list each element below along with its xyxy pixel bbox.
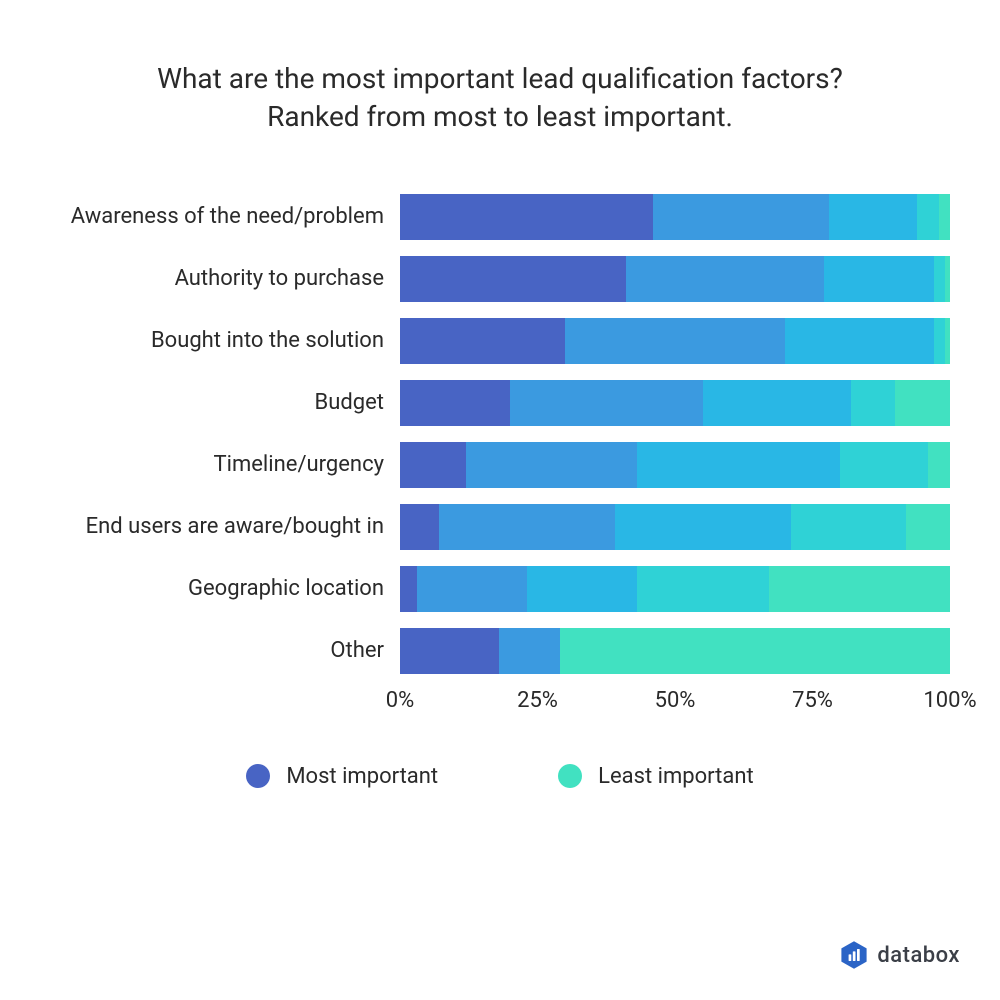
- bar-row: [400, 434, 950, 496]
- bar-segment: [653, 194, 829, 240]
- x-axis-tick: 0%: [386, 688, 414, 713]
- bar-row: [400, 186, 950, 248]
- bars-column: 0%25%50%75%100%: [400, 186, 950, 724]
- bar-segment: [824, 256, 934, 302]
- stacked-bar: [400, 256, 950, 302]
- x-axis-tick: 50%: [655, 688, 696, 713]
- bar-segment: [895, 380, 950, 426]
- bar-segment: [400, 256, 626, 302]
- chart-title: What are the most important lead qualifi…: [90, 60, 910, 136]
- bar-segment: [499, 628, 560, 674]
- x-axis: 0%25%50%75%100%: [400, 684, 950, 724]
- brand-logo: databox: [839, 940, 960, 970]
- bar-segment: [400, 566, 417, 612]
- legend-dot-most: [246, 764, 270, 788]
- category-label: Geographic location: [30, 576, 400, 601]
- bar-segment: [637, 566, 769, 612]
- bar-segment: [906, 504, 950, 550]
- category-label: End users are aware/bought in: [30, 514, 400, 539]
- legend-item-most: Most important: [246, 764, 438, 789]
- bar-segment: [840, 442, 928, 488]
- category-label-row: Budget: [30, 372, 400, 434]
- bar-segment: [400, 380, 510, 426]
- category-label-row: Geographic location: [30, 558, 400, 620]
- bar-row: [400, 620, 950, 682]
- bar-segment: [934, 318, 945, 364]
- category-label-row: Awareness of the need/problem: [30, 186, 400, 248]
- chart-area: Awareness of the need/problem Authority t…: [30, 186, 970, 724]
- chart-container: What are the most important lead qualifi…: [0, 0, 1000, 789]
- category-labels-column: Awareness of the need/problem Authority t…: [30, 186, 400, 724]
- category-label-row: Bought into the solution: [30, 310, 400, 372]
- legend-label-least: Least important: [598, 764, 754, 789]
- category-label-row: Other: [30, 620, 400, 682]
- bar-segment: [928, 442, 950, 488]
- category-label-row: Authority to purchase: [30, 248, 400, 310]
- bar-segment: [939, 194, 950, 240]
- bar-segment: [400, 504, 439, 550]
- bar-segment: [791, 504, 907, 550]
- x-axis-tick: 25%: [517, 688, 558, 713]
- category-label: Timeline/urgency: [30, 452, 400, 477]
- bar-segment: [785, 318, 934, 364]
- legend: Most important Least important: [30, 764, 970, 789]
- bar-segment: [400, 628, 499, 674]
- title-line-2: Ranked from most to least important.: [267, 100, 733, 133]
- category-label: Authority to purchase: [30, 266, 400, 291]
- category-label: Other: [30, 638, 400, 663]
- category-label: Bought into the solution: [30, 328, 400, 353]
- bars-stack: [400, 186, 950, 682]
- stacked-bar: [400, 194, 950, 240]
- bar-segment: [560, 628, 951, 674]
- bar-segment: [439, 504, 615, 550]
- bar-segment: [510, 380, 703, 426]
- category-label: Awareness of the need/problem: [30, 204, 400, 229]
- legend-label-most: Most important: [286, 764, 438, 789]
- title-line-1: What are the most important lead qualifi…: [157, 62, 843, 95]
- legend-dot-least: [558, 764, 582, 788]
- bar-row: [400, 496, 950, 558]
- category-label: Budget: [30, 390, 400, 415]
- bar-segment: [945, 318, 951, 364]
- stacked-bar: [400, 380, 950, 426]
- bar-segment: [829, 194, 917, 240]
- bar-segment: [615, 504, 791, 550]
- x-axis-tick: 100%: [923, 688, 976, 713]
- stacked-bar: [400, 442, 950, 488]
- bar-segment: [565, 318, 785, 364]
- bar-segment: [417, 566, 527, 612]
- bar-segment: [466, 442, 637, 488]
- stacked-bar: [400, 504, 950, 550]
- bar-segment: [851, 380, 895, 426]
- bar-row: [400, 372, 950, 434]
- stacked-bar: [400, 566, 950, 612]
- stacked-bar: [400, 318, 950, 364]
- bar-segment: [917, 194, 939, 240]
- brand-name: databox: [877, 943, 960, 968]
- legend-item-least: Least important: [558, 764, 754, 789]
- bar-row: [400, 558, 950, 620]
- bar-segment: [637, 442, 841, 488]
- databox-icon: [839, 940, 869, 970]
- bar-row: [400, 310, 950, 372]
- bar-segment: [400, 194, 653, 240]
- bar-segment: [400, 318, 565, 364]
- bar-segment: [934, 256, 945, 302]
- bar-row: [400, 248, 950, 310]
- bar-segment: [703, 380, 852, 426]
- bar-segment: [769, 566, 951, 612]
- category-label-row: Timeline/urgency: [30, 434, 400, 496]
- stacked-bar: [400, 628, 950, 674]
- bar-segment: [626, 256, 824, 302]
- bar-segment: [945, 256, 951, 302]
- x-axis-tick: 75%: [792, 688, 833, 713]
- category-label-row: End users are aware/bought in: [30, 496, 400, 558]
- bar-segment: [400, 442, 466, 488]
- bar-segment: [527, 566, 637, 612]
